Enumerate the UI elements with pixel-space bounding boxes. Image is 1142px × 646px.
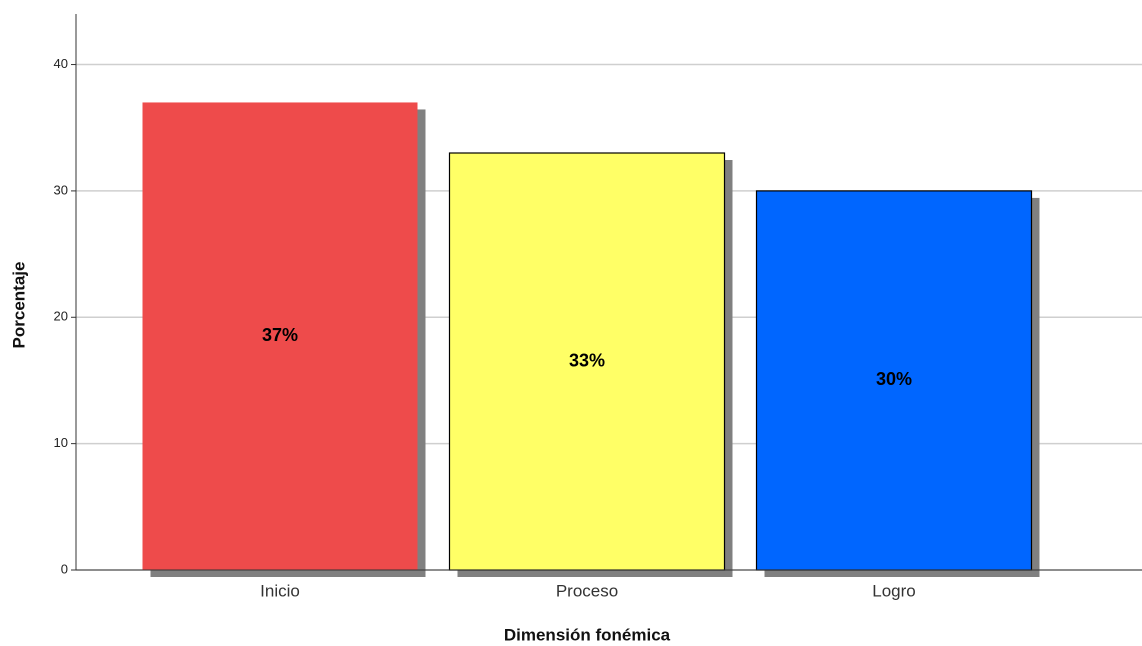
x-tick-label: Inicio xyxy=(260,581,300,600)
x-tick-label: Proceso xyxy=(556,581,618,600)
data-label: 30% xyxy=(876,369,912,389)
bar xyxy=(142,102,418,571)
y-tick-label: 40 xyxy=(54,56,68,71)
y-tick-label: 30 xyxy=(54,182,68,197)
bar xyxy=(448,152,726,571)
y-tick-label: 20 xyxy=(54,309,68,324)
data-label: 33% xyxy=(569,350,605,370)
x-tick-label: Logro xyxy=(872,581,915,600)
y-axis-title: Porcentaje xyxy=(9,262,28,349)
data-label: 37% xyxy=(262,325,298,345)
y-tick-label: 0 xyxy=(61,561,68,576)
y-tick-label: 10 xyxy=(54,435,68,450)
bar xyxy=(755,190,1033,571)
x-axis-title: Dimensión fonémica xyxy=(504,625,671,644)
